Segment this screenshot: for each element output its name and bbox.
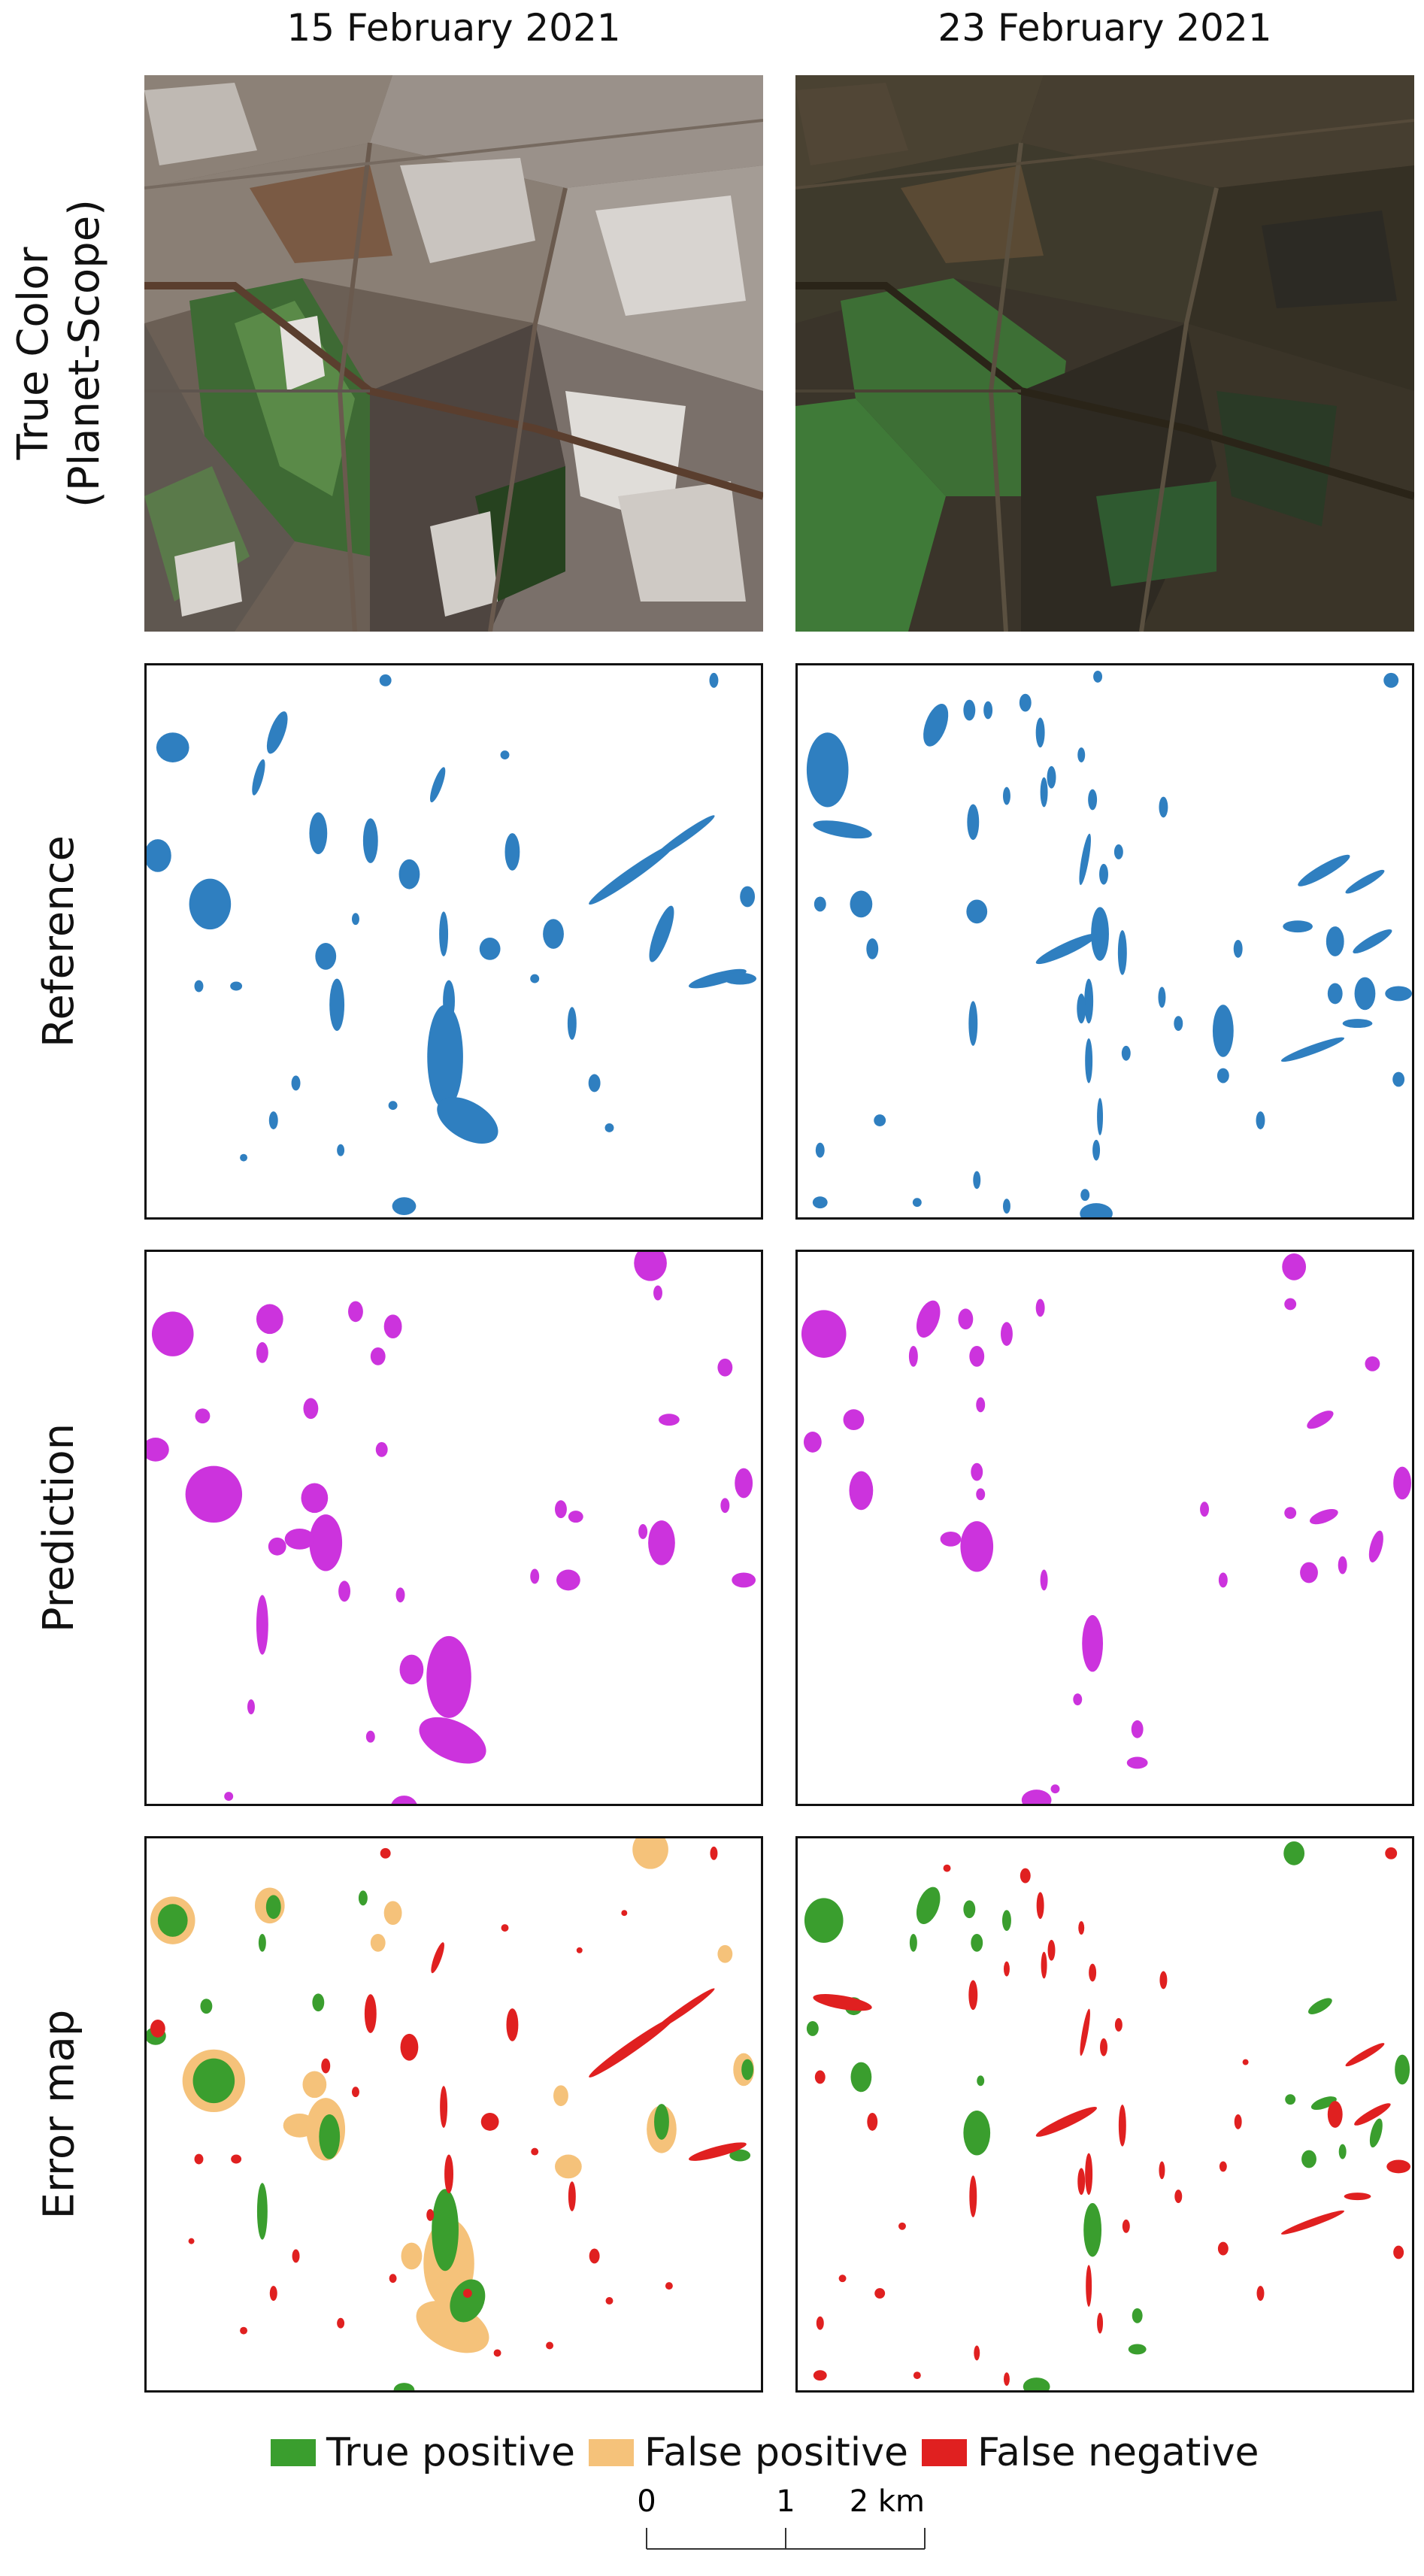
reference-map-feb-15-shapes [147,672,757,1216]
row-label-true-color: True Color (Planet-Scope) [3,75,116,632]
legend-item-false-negative: False negative [921,2430,1259,2475]
column-title-feb-23: 23 February 2021 [938,6,1272,50]
legend: True positive False positive False negat… [271,2430,1272,2475]
row-label-error-map: Error map [3,1836,116,2393]
error-map-feb-23 [795,1836,1414,2393]
row-label-error-map-text: Error map [35,2009,83,2220]
legend-item-false-positive: False positive [588,2430,908,2475]
row-label-true-color-line1: True Color [9,247,59,460]
row-label-reference: Reference [3,663,116,1220]
prediction-map-feb-23 [795,1250,1414,1806]
reference-map-feb-23 [795,663,1414,1220]
prediction-map-feb-15 [144,1250,763,1806]
true-color-image-feb-23 [795,75,1414,632]
error-map-feb-15 [144,1836,763,2393]
legend-item-true-positive: True positive [271,2430,575,2475]
row-label-reference-text: Reference [35,835,83,1047]
legend-swatch-false-positive [588,2439,634,2466]
legend-label-true-positive: True positive [326,2430,575,2475]
true-color-image-feb-15 [144,75,763,632]
scale-bar: 0 1 2 km [617,2481,932,2564]
legend-label-false-negative: False negative [977,2430,1259,2475]
column-title-feb-15: 15 February 2021 [286,6,621,50]
row-label-true-color-line2: (Planet-Scope) [60,199,110,508]
error-map-feb-15-shapes [147,1838,755,2390]
reference-map-feb-23-shapes [806,670,1412,1217]
error-map-feb-23-shapes [804,1841,1411,2390]
prediction-map-feb-15-shapes [147,1252,756,1804]
row-label-prediction: Prediction [3,1250,116,1806]
scale-tick-label-2: 2 km [850,2484,925,2519]
scale-tick-label-1: 1 [776,2484,795,2519]
legend-swatch-true-positive [271,2439,316,2466]
scale-tick-label-0: 0 [637,2484,656,2519]
legend-swatch-false-negative [921,2439,967,2466]
row-label-prediction-text: Prediction [35,1423,84,1633]
prediction-map-feb-23-shapes [801,1253,1412,1804]
reference-map-feb-15 [144,663,763,1220]
legend-label-false-positive: False positive [644,2430,908,2475]
